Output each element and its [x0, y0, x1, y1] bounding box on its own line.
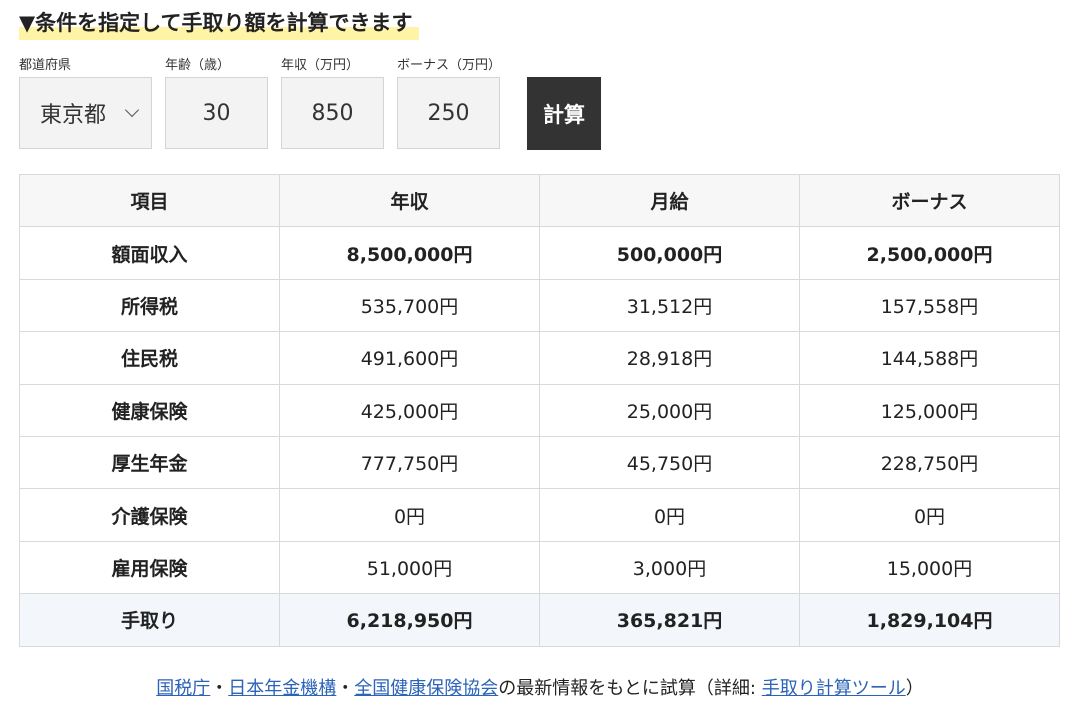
prefecture-select-value: 東京都	[40, 103, 107, 128]
bonus-label: ボーナス（万円）	[397, 58, 502, 73]
col-header-bonus: ボーナス	[799, 173, 1060, 228]
table-cell: 491,600円	[279, 331, 540, 385]
table-cell: 0円	[799, 488, 1060, 542]
section-heading: ▼条件を指定して手取り額を計算できます	[19, 6, 419, 40]
row-label: 額面収入	[19, 226, 280, 280]
age-input[interactable]: 30	[165, 77, 268, 149]
row-label: 所得税	[19, 278, 280, 333]
chevron-down-icon	[124, 102, 140, 118]
table-cell: 2,500,000円	[799, 226, 1060, 280]
bonus-input[interactable]: 250	[397, 77, 500, 149]
calculate-button[interactable]: 計算	[527, 77, 601, 150]
table-row: 雇用保険 51,000円 3,000円 15,000円	[19, 540, 1060, 595]
table-cell: 0円	[279, 488, 540, 542]
table-cell: 6,218,950円	[279, 593, 540, 647]
table-cell: 31,512円	[539, 278, 800, 333]
income-input[interactable]: 850	[281, 77, 384, 149]
table-cell: 51,000円	[279, 540, 540, 595]
table-row: 額面収入 8,500,000円 500,000円 2,500,000円	[19, 226, 1060, 280]
col-header-monthly: 月給	[539, 173, 800, 228]
prefecture-label: 都道府県	[19, 58, 72, 73]
table-row: 健康保険 425,000円 25,000円 125,000円	[19, 383, 1060, 437]
income-label: 年収（万円）	[281, 58, 360, 73]
col-header-item: 項目	[19, 173, 280, 228]
table-row: 所得税 535,700円 31,512円 157,558円	[19, 278, 1060, 333]
link-pension-service[interactable]: 日本年金機構	[228, 678, 337, 699]
table-cell: 425,000円	[279, 383, 540, 437]
table-cell: 125,000円	[799, 383, 1060, 437]
table-cell: 228,750円	[799, 435, 1060, 490]
source-note: 国税庁・日本年金機構・全国健康保険協会の最新情報をもとに試算（詳細: 手取り計算…	[0, 674, 1080, 700]
table-cell: 157,558円	[799, 278, 1060, 333]
row-label: 手取り	[19, 593, 280, 647]
separator: ・	[210, 678, 229, 699]
source-note-text: の最新情報をもとに試算（詳細:	[498, 678, 762, 699]
table-cell: 15,000円	[799, 540, 1060, 595]
link-calculator-tool[interactable]: 手取り計算ツール	[761, 678, 906, 699]
row-label: 健康保険	[19, 383, 280, 437]
table-cell: 25,000円	[539, 383, 800, 437]
prefecture-select[interactable]: 東京都	[19, 77, 152, 149]
table-cell: 365,821円	[539, 593, 800, 647]
table-cell: 0円	[539, 488, 800, 542]
table-cell: 28,918円	[539, 331, 800, 385]
table-cell: 3,000円	[539, 540, 800, 595]
age-label: 年齢（歳）	[165, 58, 231, 73]
separator: ・	[336, 678, 355, 699]
table-cell: 535,700円	[279, 278, 540, 333]
row-label: 介護保険	[19, 488, 280, 542]
table-row: 介護保険 0円 0円 0円	[19, 488, 1060, 542]
table-row: 住民税 491,600円 28,918円 144,588円	[19, 331, 1060, 385]
table-cell: 500,000円	[539, 226, 800, 280]
row-label: 厚生年金	[19, 435, 280, 490]
table-cell: 144,588円	[799, 331, 1060, 385]
link-health-insurance[interactable]: 全国健康保険協会	[354, 678, 499, 699]
row-label: 住民税	[19, 331, 280, 385]
source-note-text-end: ）	[905, 678, 924, 699]
table-cell: 1,829,104円	[799, 593, 1060, 647]
table-row: 厚生年金 777,750円 45,750円 228,750円	[19, 435, 1060, 490]
table-cell: 8,500,000円	[279, 226, 540, 280]
table-header-row: 項目 年収 月給 ボーナス	[19, 173, 1060, 228]
col-header-annual: 年収	[279, 173, 540, 228]
row-label: 雇用保険	[19, 540, 280, 595]
table-cell: 45,750円	[539, 435, 800, 490]
table-cell: 777,750円	[279, 435, 540, 490]
result-table: 項目 年収 月給 ボーナス 額面収入 8,500,000円 500,000円 2…	[19, 173, 1060, 647]
table-row-total: 手取り 6,218,950円 365,821円 1,829,104円	[19, 593, 1060, 647]
link-nta[interactable]: 国税庁	[156, 678, 211, 699]
